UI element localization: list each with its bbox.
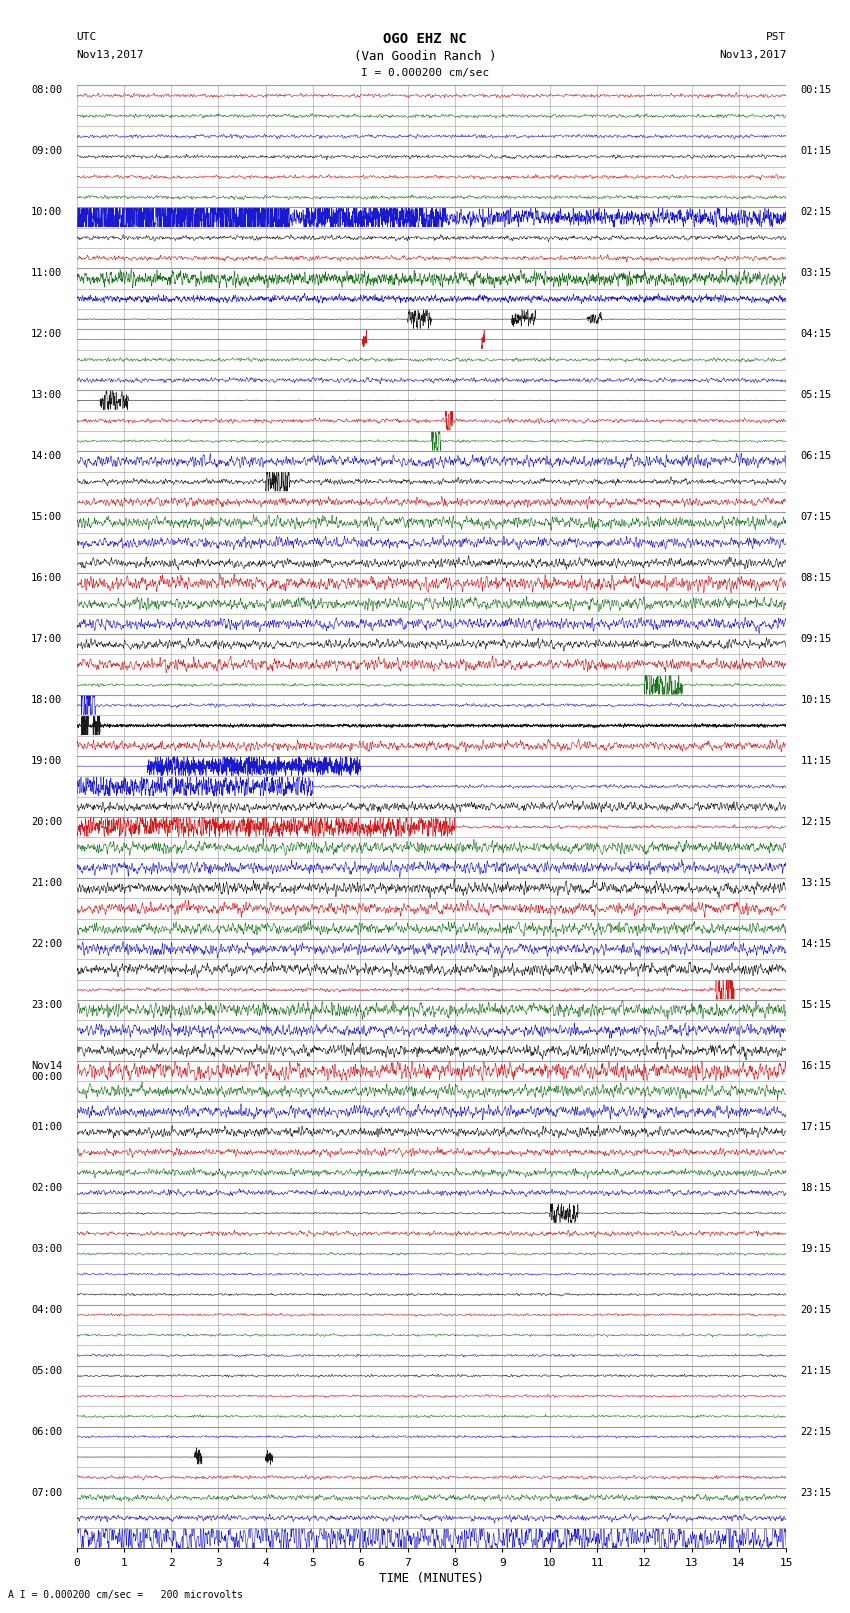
Text: 11:00: 11:00: [31, 268, 62, 279]
Text: A I = 0.000200 cm/sec =   200 microvolts: A I = 0.000200 cm/sec = 200 microvolts: [8, 1590, 243, 1600]
Text: 19:00: 19:00: [31, 756, 62, 766]
Text: 20:15: 20:15: [801, 1305, 831, 1315]
Text: 11:15: 11:15: [801, 756, 831, 766]
Text: 22:00: 22:00: [31, 939, 62, 948]
Text: 22:15: 22:15: [801, 1426, 831, 1437]
Text: 05:00: 05:00: [31, 1366, 62, 1376]
Text: 09:15: 09:15: [801, 634, 831, 644]
Text: 14:15: 14:15: [801, 939, 831, 948]
Text: 21:15: 21:15: [801, 1366, 831, 1376]
Text: 03:00: 03:00: [31, 1244, 62, 1253]
Text: 14:00: 14:00: [31, 452, 62, 461]
Text: 16:00: 16:00: [31, 573, 62, 584]
X-axis label: TIME (MINUTES): TIME (MINUTES): [379, 1571, 484, 1584]
Text: 18:00: 18:00: [31, 695, 62, 705]
Text: 15:00: 15:00: [31, 513, 62, 523]
Text: 04:00: 04:00: [31, 1305, 62, 1315]
Text: 02:15: 02:15: [801, 208, 831, 218]
Text: 13:00: 13:00: [31, 390, 62, 400]
Text: 04:15: 04:15: [801, 329, 831, 339]
Text: 16:15: 16:15: [801, 1061, 831, 1071]
Text: 12:15: 12:15: [801, 818, 831, 827]
Text: Nov13,2017: Nov13,2017: [76, 50, 144, 60]
Text: 08:00: 08:00: [31, 85, 62, 95]
Text: 18:15: 18:15: [801, 1182, 831, 1192]
Text: 09:00: 09:00: [31, 147, 62, 156]
Text: 00:15: 00:15: [801, 85, 831, 95]
Text: Nov14
00:00: Nov14 00:00: [31, 1061, 62, 1082]
Text: 20:00: 20:00: [31, 818, 62, 827]
Text: 13:15: 13:15: [801, 877, 831, 887]
Text: OGO EHZ NC: OGO EHZ NC: [383, 32, 467, 47]
Text: 08:15: 08:15: [801, 573, 831, 584]
Text: PST: PST: [766, 32, 786, 42]
Text: 06:00: 06:00: [31, 1426, 62, 1437]
Text: 01:15: 01:15: [801, 147, 831, 156]
Text: 21:00: 21:00: [31, 877, 62, 887]
Text: 23:00: 23:00: [31, 1000, 62, 1010]
Text: 10:15: 10:15: [801, 695, 831, 705]
Text: 03:15: 03:15: [801, 268, 831, 279]
Text: 01:00: 01:00: [31, 1121, 62, 1132]
Text: I = 0.000200 cm/sec: I = 0.000200 cm/sec: [361, 68, 489, 77]
Text: 12:00: 12:00: [31, 329, 62, 339]
Text: 05:15: 05:15: [801, 390, 831, 400]
Text: 23:15: 23:15: [801, 1487, 831, 1497]
Text: UTC: UTC: [76, 32, 97, 42]
Text: 15:15: 15:15: [801, 1000, 831, 1010]
Text: (Van Goodin Ranch ): (Van Goodin Ranch ): [354, 50, 496, 63]
Text: 17:15: 17:15: [801, 1121, 831, 1132]
Text: 02:00: 02:00: [31, 1182, 62, 1192]
Text: 07:00: 07:00: [31, 1487, 62, 1497]
Text: 17:00: 17:00: [31, 634, 62, 644]
Text: 19:15: 19:15: [801, 1244, 831, 1253]
Text: Nov13,2017: Nov13,2017: [719, 50, 786, 60]
Text: 10:00: 10:00: [31, 208, 62, 218]
Text: 06:15: 06:15: [801, 452, 831, 461]
Text: 07:15: 07:15: [801, 513, 831, 523]
